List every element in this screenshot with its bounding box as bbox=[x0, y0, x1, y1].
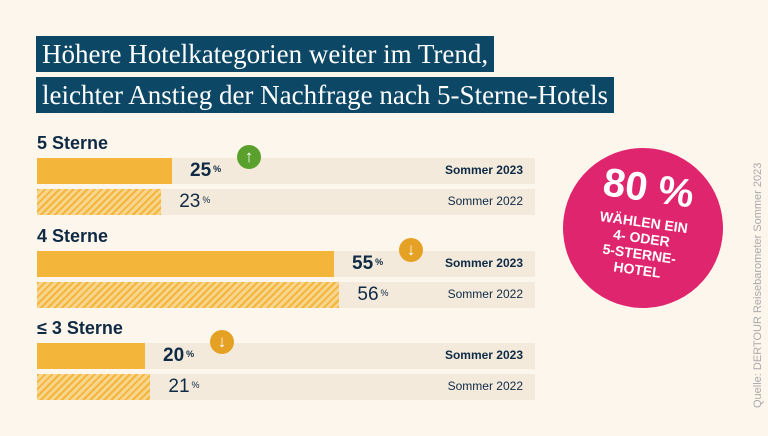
title-line-1: Höhere Hotelkategorien weiter im Trend, bbox=[36, 36, 495, 72]
series-label: Sommer 2022 bbox=[447, 379, 523, 393]
bar-track: 20% Sommer 2023 ↓ bbox=[37, 330, 535, 369]
bar-track: 25% Sommer 2023 ↑ bbox=[37, 145, 535, 184]
data-label: 21% bbox=[168, 376, 199, 398]
bar-track: 56% Sommer 2022 bbox=[37, 282, 535, 308]
percent-sign: % bbox=[186, 349, 195, 359]
arrow-down-icon: ↓ bbox=[210, 330, 234, 354]
title-line-2: leichter Anstieg der Nachfrage nach 5-St… bbox=[36, 77, 615, 113]
bar-2023 bbox=[37, 251, 334, 277]
data-value: 21 bbox=[168, 376, 190, 397]
series-label: Sommer 2022 bbox=[447, 194, 523, 208]
data-value: 56 bbox=[357, 284, 379, 305]
source-note: Quelle: DERTOUR Reisebarometer Sommer 20… bbox=[752, 162, 764, 408]
series-label: Sommer 2023 bbox=[444, 256, 523, 270]
bar-track: 23% Sommer 2022 bbox=[37, 189, 535, 215]
data-label: 56% bbox=[357, 284, 388, 306]
category-label: 5 Sterne bbox=[37, 133, 109, 153]
data-label: 20% bbox=[163, 345, 194, 367]
bar-2022 bbox=[37, 189, 162, 215]
highlight-circle: 80 % WÄHLEN EIN 4- ODER 5-STERNE- HOTEL bbox=[552, 137, 734, 319]
series-label: Sommer 2023 bbox=[444, 163, 523, 177]
bar-track: 55% Sommer 2023 ↓ bbox=[37, 238, 535, 277]
percent-sign: % bbox=[213, 164, 222, 174]
category-label: ≤ 3 Sterne bbox=[37, 318, 123, 338]
data-label: 55% bbox=[352, 253, 383, 275]
bar-2023 bbox=[37, 158, 172, 184]
data-value: 23 bbox=[179, 191, 201, 212]
arrow-up-icon: ↑ bbox=[237, 145, 261, 169]
bar-2022 bbox=[37, 282, 340, 308]
percent-sign: % bbox=[191, 380, 200, 390]
data-value: 25 bbox=[190, 160, 212, 181]
bar-2023 bbox=[37, 343, 145, 369]
bar-2022 bbox=[37, 374, 151, 400]
data-value: 55 bbox=[352, 253, 374, 274]
data-value: 20 bbox=[163, 345, 185, 366]
bar-track: 21% Sommer 2022 bbox=[37, 374, 535, 400]
arrow-down-icon: ↓ bbox=[399, 238, 423, 262]
data-label: 23% bbox=[179, 191, 210, 213]
category-label: 4 Sterne bbox=[37, 226, 109, 246]
series-label: Sommer 2023 bbox=[444, 348, 523, 362]
data-label: 25% bbox=[190, 160, 221, 182]
percent-sign: % bbox=[380, 288, 389, 298]
percent-sign: % bbox=[202, 195, 211, 205]
series-label: Sommer 2022 bbox=[447, 287, 523, 301]
percent-sign: % bbox=[375, 257, 384, 267]
